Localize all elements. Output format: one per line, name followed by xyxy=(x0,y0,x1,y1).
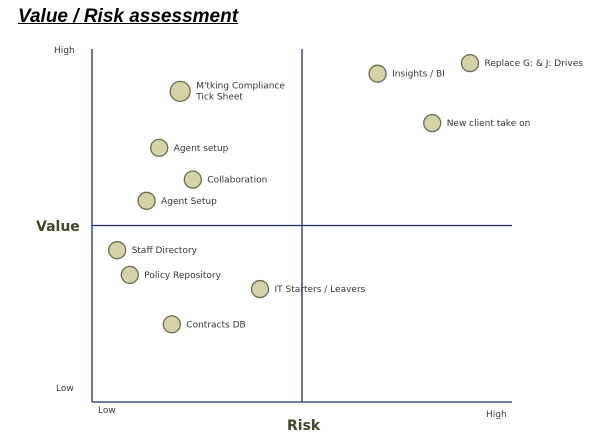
data-point-marker xyxy=(150,138,169,157)
y-tick-high: High xyxy=(54,46,75,56)
data-point-label: Contracts DB xyxy=(186,320,245,330)
data-point-marker xyxy=(460,53,480,73)
data-point-label: Replace G: & J: Drives xyxy=(485,59,584,69)
data-point-marker xyxy=(183,170,202,189)
data-point-marker xyxy=(368,64,387,83)
y-axis-title: Value xyxy=(36,219,80,235)
data-point-label: Staff Directory xyxy=(132,246,198,256)
data-point-marker xyxy=(169,80,191,103)
data-point-marker xyxy=(120,265,139,285)
data-point-marker xyxy=(137,191,156,210)
data-points: M'tking Compliance Tick Sheet Insights / B… xyxy=(108,53,584,334)
x-tick-low: Low xyxy=(98,406,116,416)
data-point-label: IT Starters / Leavers xyxy=(275,285,366,295)
data-point-label: Policy Repository xyxy=(144,271,221,281)
data-point-label: Agent setup xyxy=(174,144,229,154)
data-point-marker xyxy=(250,279,270,299)
data-point-label: Agent Setup xyxy=(161,197,217,207)
data-point-label: Insights / BI xyxy=(392,70,445,80)
data-point-marker xyxy=(423,113,442,133)
data-point-marker xyxy=(108,241,127,260)
x-tick-high: High xyxy=(486,410,507,420)
x-axis-title: Risk xyxy=(287,418,321,434)
data-point-label: M'tking Compliance Tick Sheet xyxy=(195,81,285,102)
data-point-label: Collaboration xyxy=(207,176,267,186)
data-point-label: New client take on xyxy=(447,119,531,129)
data-point-marker xyxy=(162,315,181,334)
y-tick-low: Low xyxy=(56,384,74,394)
page-title: Value / Risk assessment xyxy=(18,6,239,27)
